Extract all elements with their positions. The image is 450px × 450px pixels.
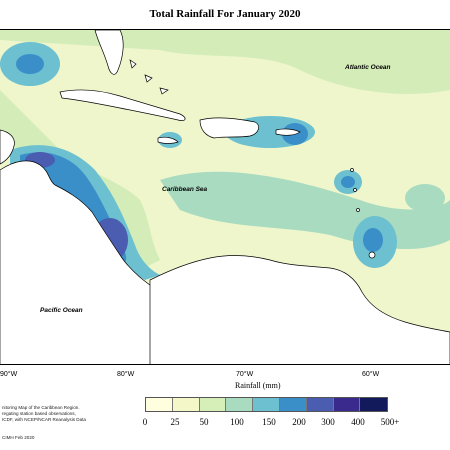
legend-colorbar bbox=[145, 397, 389, 412]
legend-swatch-8 bbox=[360, 398, 388, 411]
land-yucatan bbox=[0, 129, 15, 165]
lon-label-90w: 90°W bbox=[0, 371, 18, 378]
legend-tick-500plus: 500+ bbox=[380, 417, 400, 427]
label-pacific-ocean: Pacific Ocean bbox=[40, 307, 83, 314]
legend-tick-400: 400 bbox=[351, 417, 365, 427]
land-florida bbox=[94, 30, 124, 75]
legend-title: Rainfall (mm) bbox=[235, 381, 281, 390]
credit-line-1: nitoring Map of the Caribbean Region. bbox=[2, 405, 80, 410]
legend-swatch-3 bbox=[226, 398, 254, 411]
lon-label-80w: 80°W bbox=[117, 371, 135, 378]
credit-line-3: ICDF, with NCEP/NCAR Reanalysis Data bbox=[2, 417, 86, 422]
land-south-america bbox=[149, 255, 450, 364]
land-antilles-1 bbox=[350, 168, 354, 172]
land-hispaniola bbox=[199, 117, 259, 139]
credit-line-2: regating station based observations, bbox=[2, 411, 76, 416]
map-title: Total Rainfall For January 2020 bbox=[149, 8, 301, 20]
rainfall-core-trinidad bbox=[363, 228, 383, 252]
legend-swatch-0 bbox=[146, 398, 173, 411]
credit-line-4: CIMH Feb 2020 bbox=[2, 435, 35, 440]
lon-label-70w: 70°W bbox=[236, 371, 254, 378]
land-puerto-rico bbox=[275, 128, 301, 136]
rainfall-core-gulf bbox=[16, 54, 44, 74]
legend-tick-100: 100 bbox=[230, 417, 244, 427]
land-jamaica bbox=[157, 136, 179, 144]
legend-swatch-4 bbox=[253, 398, 280, 411]
land-bahamas-1 bbox=[129, 59, 137, 69]
rainfall-core-antilles bbox=[341, 176, 355, 188]
legend-tick-300: 300 bbox=[321, 417, 335, 427]
legend-tick-150: 150 bbox=[262, 417, 276, 427]
land-antilles-2 bbox=[353, 188, 357, 192]
legend-tick-25: 25 bbox=[170, 417, 180, 427]
legend-swatch-1 bbox=[172, 398, 200, 411]
land-antilles-3 bbox=[356, 208, 360, 212]
legend-swatch-7 bbox=[333, 398, 361, 411]
legend-tick-0: 0 bbox=[142, 417, 148, 427]
label-caribbean-sea: Caribbean Sea bbox=[162, 186, 208, 193]
land-group bbox=[0, 30, 450, 364]
land-central-america bbox=[0, 160, 161, 364]
lon-label-60w: 60°W bbox=[362, 371, 380, 378]
legend-tick-200: 200 bbox=[292, 417, 306, 427]
land-trinidad bbox=[368, 251, 376, 259]
legend-swatch-2 bbox=[199, 398, 227, 411]
land-cuba bbox=[59, 89, 186, 121]
rainfall-map-svg bbox=[0, 30, 450, 364]
land-bahamas-3 bbox=[159, 87, 169, 95]
label-atlantic-ocean: Atlantic Ocean bbox=[345, 64, 391, 71]
rainfall-cell-atlantic bbox=[405, 184, 445, 212]
land-bahamas-2 bbox=[144, 74, 153, 83]
rainfall-map: Atlantic Ocean Caribbean Sea Pacific Oce… bbox=[0, 29, 450, 365]
legend-tick-50: 50 bbox=[199, 417, 209, 427]
legend-swatch-5 bbox=[279, 398, 307, 411]
legend-swatch-6 bbox=[306, 398, 334, 411]
